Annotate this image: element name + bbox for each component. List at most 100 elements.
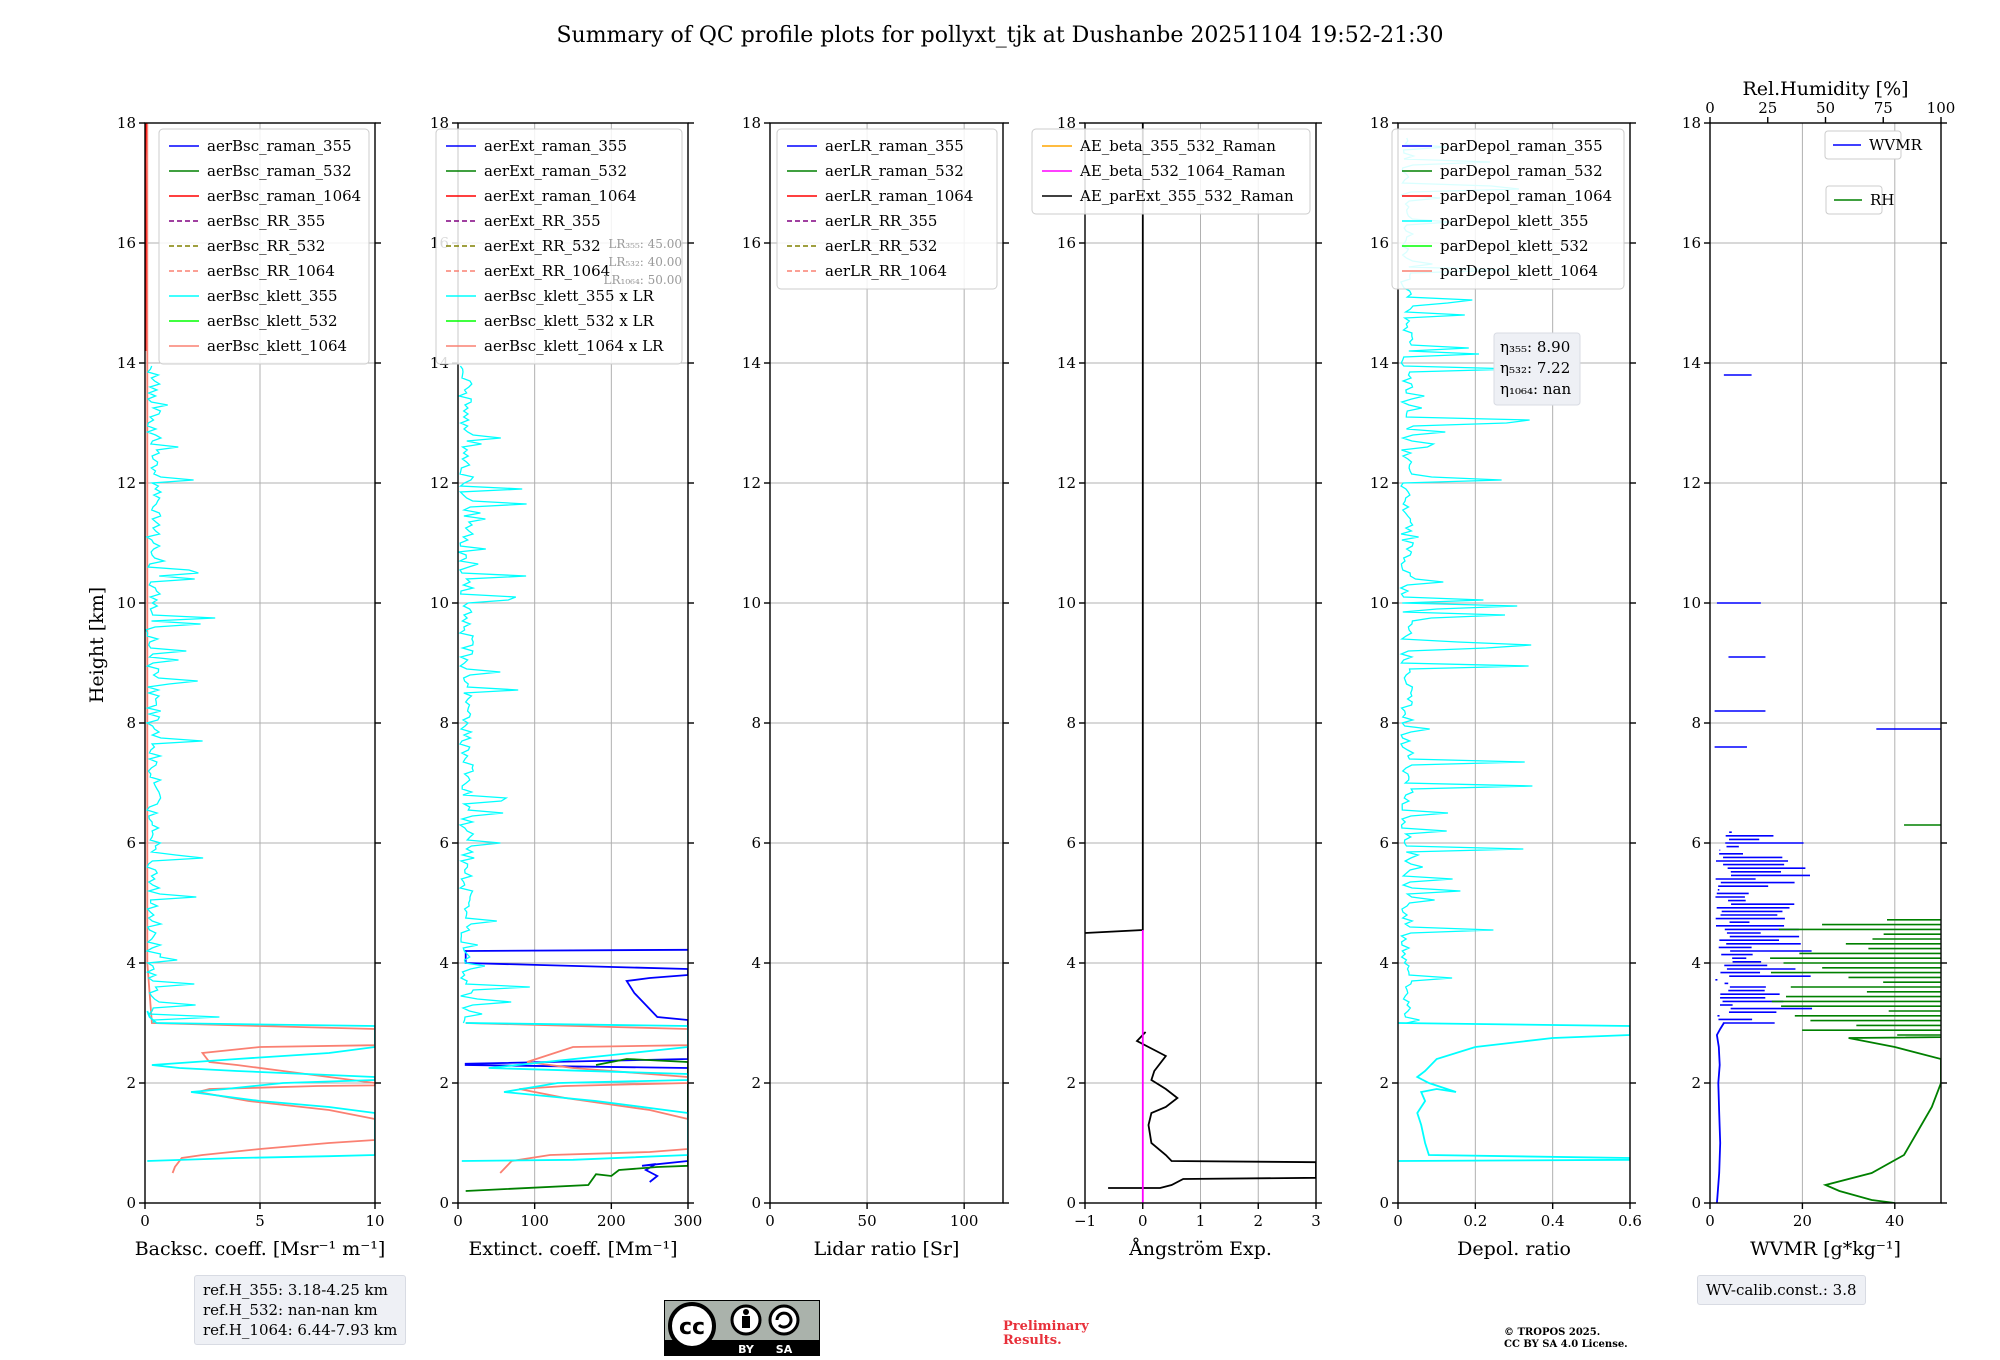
series-group-wv — [1714, 374, 1941, 1203]
ytick-label: 18 — [742, 114, 761, 132]
ytick-label: 18 — [1057, 114, 1076, 132]
ytick-label: 14 — [742, 354, 761, 372]
xlabel-bsc: Backsc. coeff. [Msr⁻¹ m⁻¹] — [135, 1238, 386, 1260]
xtick-label: 0.2 — [1463, 1212, 1487, 1230]
xlabel-top-wv: Rel.Humidity [%] — [1742, 78, 1908, 100]
legend-label-WVMR: WVMR — [1869, 136, 1923, 154]
legend-label-aerExt_raman_1064: aerExt_raman_1064 — [484, 187, 637, 205]
legend-label-aerBsc_RR_1064: aerBsc_RR_1064 — [207, 262, 335, 280]
xtick-top-label: 100 — [1927, 99, 1956, 117]
xlabel-lr: Lidar ratio [Sr] — [814, 1238, 960, 1260]
axes-frame-depol — [1397, 122, 1631, 1204]
ytick-label: 12 — [1057, 474, 1076, 492]
ytick-label: 6 — [1066, 834, 1076, 852]
series-aerExt_raman_532 — [465, 1058, 688, 1192]
panel-lr: 0 2 4 6 8 10 12 14 16 18 0 50 100 Lidar ratio [Sr] aer… — [742, 114, 1009, 1260]
ytick-label: 8 — [126, 714, 136, 732]
ytick-label: 8 — [1379, 714, 1389, 732]
xtick-label: 5 — [255, 1212, 265, 1230]
legend-label-aerBsc_klett_355: aerBsc_klett_355 — [207, 287, 338, 305]
series-aerBsc_klett_355 x LR — [461, 1022, 688, 1162]
legend-label-aerBsc_klett_1064: aerBsc_klett_1064 — [207, 337, 347, 355]
legend-label-aerBsc_raman_355: aerBsc_raman_355 — [207, 137, 352, 155]
xtick-top-label: 0 — [1705, 99, 1715, 117]
ytick-label: 8 — [1066, 714, 1076, 732]
xtick-label: 3 — [1311, 1212, 1321, 1230]
ytick-label: 18 — [430, 114, 449, 132]
ytick-label: 4 — [126, 954, 136, 972]
ytick-label: 4 — [751, 954, 761, 972]
ytick-label: 2 — [439, 1074, 449, 1092]
ytick-label: 16 — [1682, 234, 1701, 252]
ytick-label: 6 — [1379, 834, 1389, 852]
xtick-top-label: 75 — [1874, 99, 1893, 117]
legend-label-aerBsc_raman_1064: aerBsc_raman_1064 — [207, 187, 361, 205]
y-axis-label: Height [km] — [86, 587, 108, 703]
xlabel-wv: WVMR [g*kg⁻¹] — [1750, 1238, 1901, 1260]
ytick-label: 14 — [1682, 354, 1701, 372]
ytick-label: 12 — [430, 474, 449, 492]
figure-title: Summary of QC profile plots for pollyxt_… — [556, 23, 1443, 48]
axes-frame-ext — [457, 122, 689, 1204]
klett-355-noise — [145, 365, 220, 1024]
cc-sa-label: SA — [776, 1343, 793, 1356]
series-AE_parExt_355_532_Raman — [1108, 1031, 1316, 1189]
copyright-note: © TROPOS 2025. CC BY SA 4.0 License. — [1504, 1327, 1628, 1351]
legend-label-AE_parExt_355_532_Raman: AE_parExt_355_532_Raman — [1079, 187, 1294, 205]
series-parDepol_klett_355 — [1398, 1022, 1630, 1162]
ytick-label: 2 — [1379, 1074, 1389, 1092]
eta-label: η₃₅₅: 8.90 — [1500, 338, 1570, 356]
series-RH — [1822, 1036, 1941, 1203]
lr-note: LR₁₀₆₄: 50.00 — [604, 273, 682, 287]
ytick-label: 18 — [1370, 114, 1389, 132]
ytick-label: 8 — [1691, 714, 1701, 732]
ytick-label: 10 — [117, 594, 136, 612]
legend-label-aerExt_raman_355: aerExt_raman_355 — [484, 137, 627, 155]
legend-box-ext — [435, 128, 683, 365]
ytick-label: 16 — [1370, 234, 1389, 252]
legend-label-aerLR_raman_355: aerLR_raman_355 — [825, 137, 964, 155]
legend-label-parDepol_klett_532: parDepol_klett_532 — [1440, 237, 1589, 255]
series-WVMR — [1715, 1022, 1725, 1203]
legend-label-aerExt_RR_532: aerExt_RR_532 — [484, 237, 601, 255]
ytick-label: 4 — [1691, 954, 1701, 972]
ref-height-1064: ref.H_1064: 6.44-7.93 km — [203, 1321, 398, 1339]
legend-label-aerBsc_klett_1064 x LR: aerBsc_klett_1064 x LR — [484, 337, 664, 355]
legend-label-aerLR_RR_1064: aerLR_RR_1064 — [825, 262, 947, 280]
xtick-label: 20 — [1793, 1212, 1812, 1230]
legend-box-depol — [1391, 128, 1625, 290]
xlabel-depol: Depol. ratio — [1457, 1238, 1571, 1260]
ytick-label: 12 — [117, 474, 136, 492]
legend-label-aerLR_RR_355: aerLR_RR_355 — [825, 212, 937, 230]
legend-label-parDepol_klett_355: parDepol_klett_355 — [1440, 212, 1589, 230]
xtick-label: 0 — [1393, 1212, 1403, 1230]
share-alike-icon — [768, 1304, 800, 1336]
xtick-label: 0 — [453, 1212, 463, 1230]
legend-label-parDepol_klett_1064: parDepol_klett_1064 — [1440, 262, 1598, 280]
ytick-label: 14 — [1057, 354, 1076, 372]
eta-label: η₁₀₆₄: nan — [1500, 380, 1571, 398]
ytick-label: 4 — [1379, 954, 1389, 972]
ytick-label: 18 — [1682, 114, 1701, 132]
legend-box-lr — [776, 128, 998, 290]
copyright-line-1: © TROPOS 2025. — [1504, 1327, 1601, 1338]
lr-note: LR₃₅₅: 45.00 — [608, 237, 682, 251]
xtick-label: 2 — [1253, 1212, 1263, 1230]
axes-frame-wv — [1709, 122, 1942, 1204]
ytick-label: 16 — [117, 234, 136, 252]
xtick-top-label: 25 — [1758, 99, 1777, 117]
ytick-label: 6 — [1691, 834, 1701, 852]
legend-label-AE_beta_355_532_Raman: AE_beta_355_532_Raman — [1079, 137, 1276, 155]
legend-label-aerBsc_RR_532: aerBsc_RR_532 — [207, 237, 325, 255]
ytick-label: 10 — [430, 594, 449, 612]
axes-frame-lr — [769, 122, 1004, 1204]
ytick-label: 18 — [117, 114, 136, 132]
preliminary-results-note: Preliminary Results. — [1003, 1320, 1089, 1348]
xtick-label: 0 — [1138, 1212, 1148, 1230]
legend-label-parDepol_raman_355: parDepol_raman_355 — [1440, 137, 1603, 155]
legend-label-aerExt_RR_1064: aerExt_RR_1064 — [484, 262, 610, 280]
legend-label-aerLR_raman_1064: aerLR_raman_1064 — [825, 187, 973, 205]
wv-calib-box: WV-calib.const.: 3.8 — [1697, 1275, 1866, 1305]
